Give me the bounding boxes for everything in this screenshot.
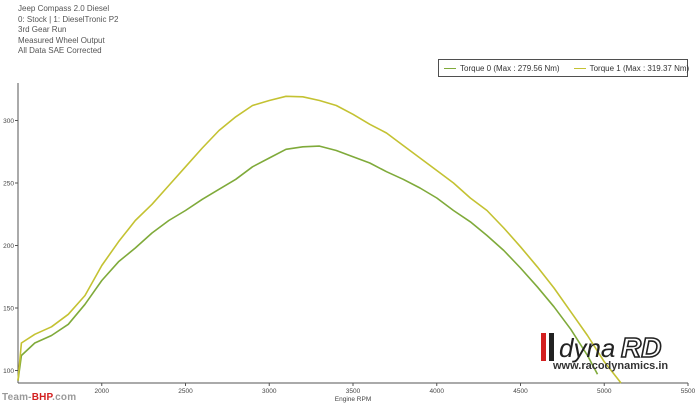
y-tick-label: 100 bbox=[3, 368, 14, 375]
dynard-logo: dyna RD bbox=[541, 331, 662, 364]
x-tick-label: 4000 bbox=[430, 388, 445, 395]
watermark-prefix: Team- bbox=[2, 392, 32, 403]
legend-swatch-torque-0 bbox=[444, 67, 456, 69]
x-tick-label: 2500 bbox=[178, 388, 193, 395]
logo-bar-dark bbox=[549, 333, 554, 361]
header-line-runs: 0: Stock | 1: DieselTronic P2 bbox=[18, 14, 119, 24]
header-line-correction: All Data SAE Corrected bbox=[18, 46, 102, 56]
x-tick-label: 2000 bbox=[95, 388, 110, 395]
legend-label-torque-0: Torque 0 (Max : 279.56 Nm) bbox=[460, 63, 560, 73]
x-tick-label: 3500 bbox=[346, 388, 361, 395]
team-bhp-watermark: Team-BHP.com bbox=[2, 392, 76, 403]
y-tick-label: 250 bbox=[3, 181, 14, 188]
y-tick-label: 300 bbox=[3, 118, 14, 125]
chart-header: Jeep Compass 2.0 Diesel 0: Stock | 1: Di… bbox=[18, 4, 119, 57]
brand-url: www.racodynamics.in bbox=[553, 360, 669, 372]
x-tick-label: 4500 bbox=[513, 388, 528, 395]
series-line-torque-0 bbox=[17, 145, 599, 381]
watermark-accent: BHP bbox=[31, 392, 53, 403]
series-line-torque-1 bbox=[17, 95, 622, 384]
header-line-gear: 3rd Gear Run bbox=[18, 25, 67, 35]
y-tick-label: 150 bbox=[3, 306, 14, 313]
header-line-vehicle: Jeep Compass 2.0 Diesel bbox=[18, 4, 110, 13]
logo-bar-red bbox=[541, 333, 546, 361]
y-tick-label: 200 bbox=[3, 243, 14, 250]
header-line-measurement: Measured Wheel Output bbox=[18, 35, 105, 45]
legend-entry-torque-0: Torque 0 (Max : 279.56 Nm) bbox=[444, 64, 560, 73]
chart-legend: Torque 0 (Max : 279.56 Nm) Torque 1 (Max… bbox=[438, 59, 690, 77]
x-tick-label: 5500 bbox=[681, 388, 696, 395]
legend-swatch-torque-1 bbox=[573, 67, 586, 69]
logo-wordmark: dyna bbox=[559, 333, 615, 363]
legend-label-torque-1: Torque 1 (Max : 319.37 Nm) bbox=[589, 63, 690, 73]
x-tick-label: 5000 bbox=[597, 388, 612, 395]
legend-entry-torque-1: Torque 1 (Max : 319.37 Nm) bbox=[573, 63, 690, 73]
watermark-suffix: .com bbox=[52, 392, 77, 403]
x-axis-label: Engine RPM bbox=[335, 396, 372, 403]
x-tick-label: 3000 bbox=[262, 388, 277, 395]
logo-mark-rd: RD bbox=[621, 332, 661, 363]
